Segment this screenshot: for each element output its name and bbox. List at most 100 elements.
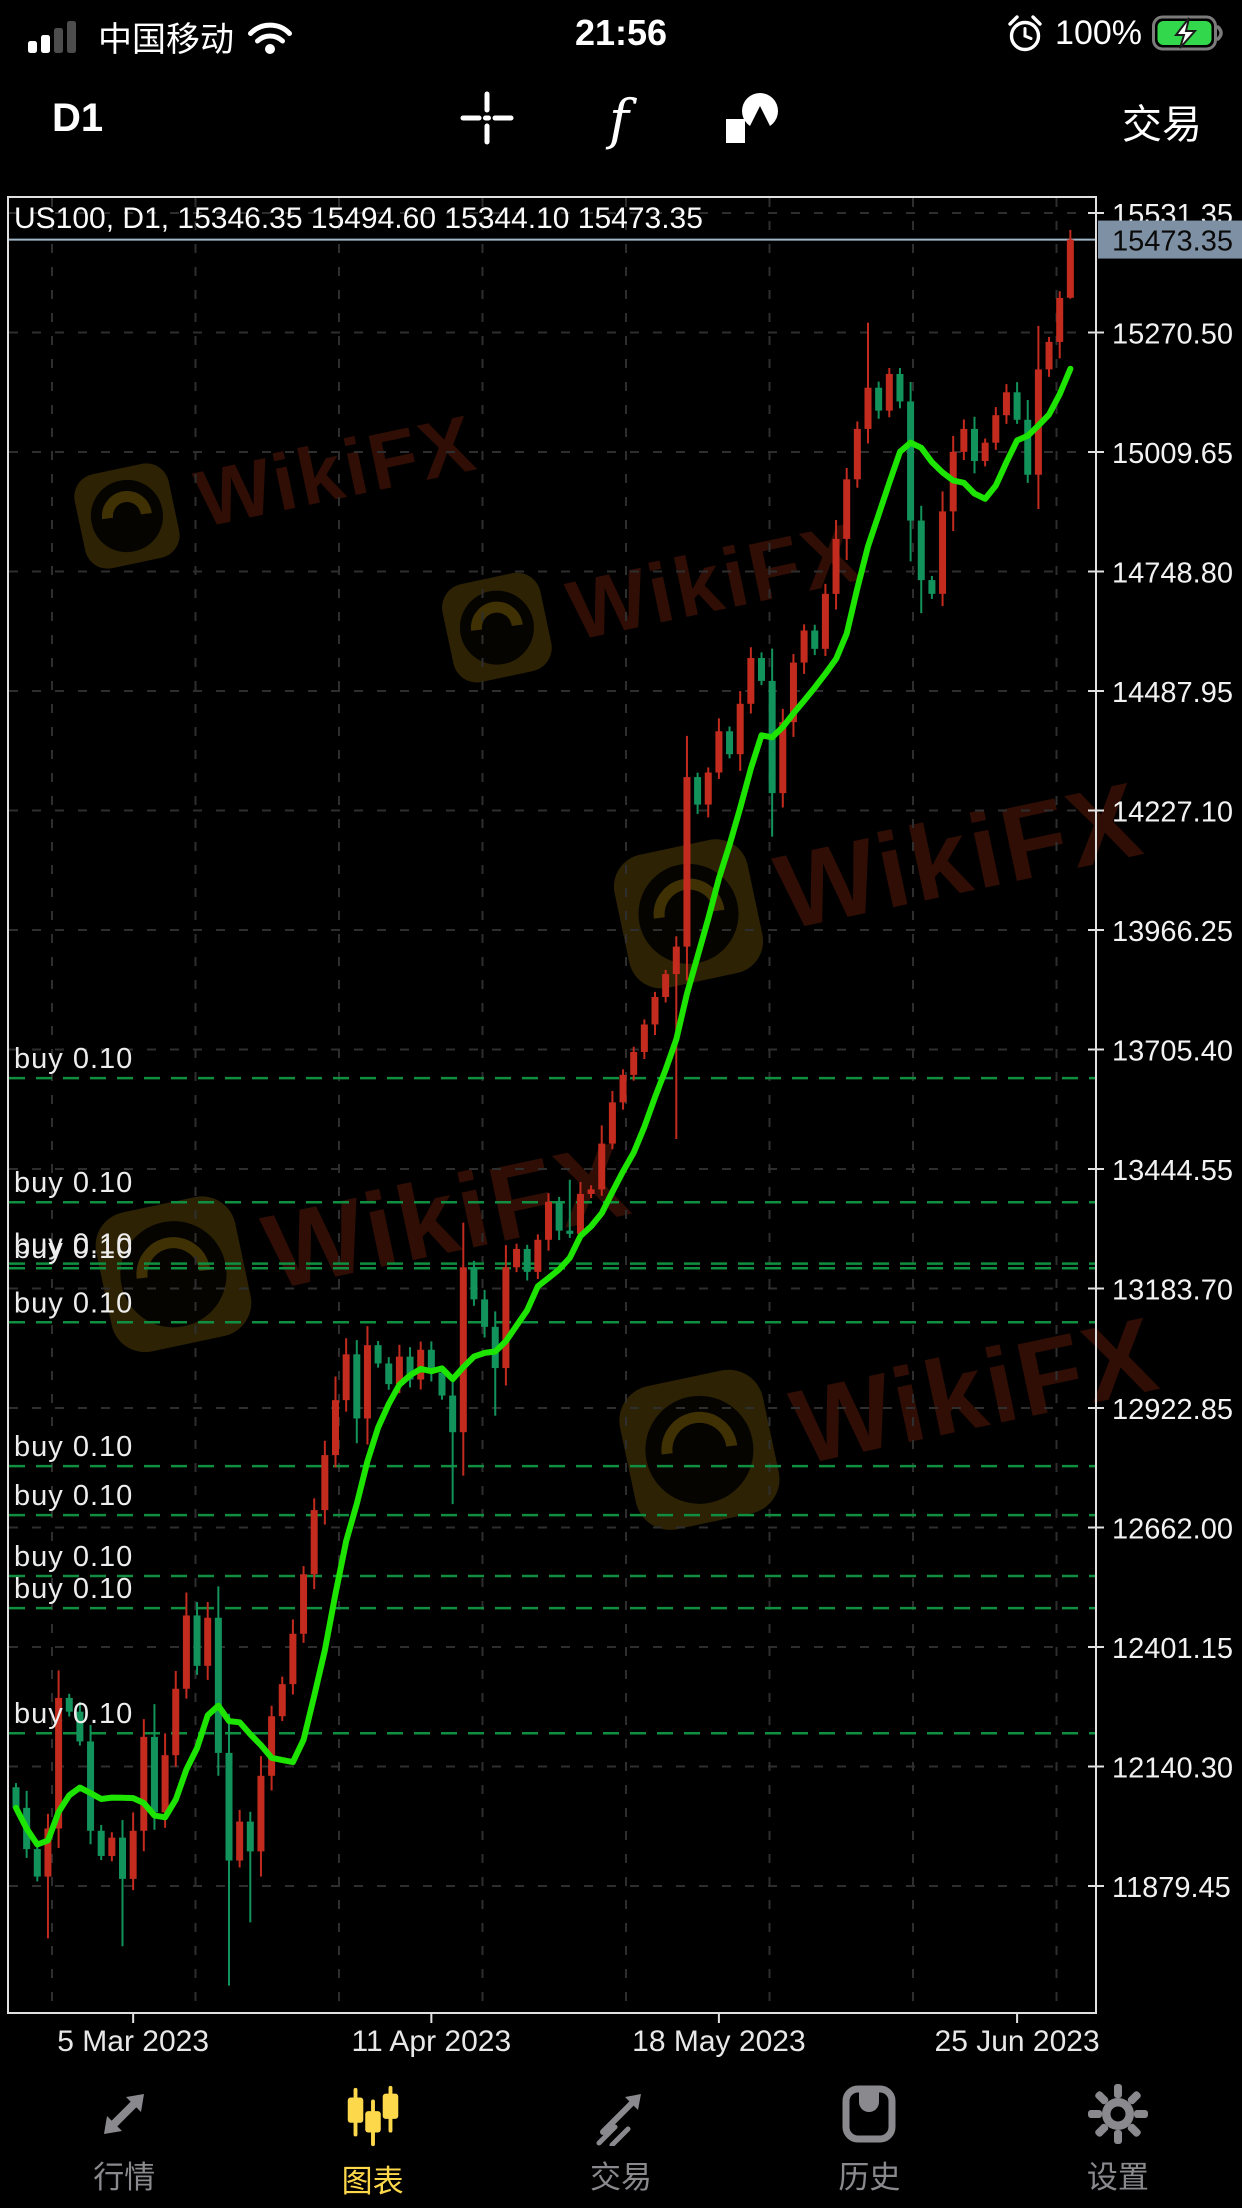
candle-body	[108, 1837, 116, 1856]
candle-body	[640, 1024, 648, 1052]
candle-body	[1002, 392, 1010, 416]
cellular-signal-icon	[28, 20, 76, 53]
quotes-arrows-icon	[104, 2094, 145, 2134]
candle-body	[55, 1697, 63, 1829]
candle-body	[214, 1617, 222, 1753]
candle-body	[246, 1821, 254, 1852]
candle-body	[193, 1615, 201, 1666]
status-bar: 中国移动 21:56 100%	[0, 0, 1242, 64]
candle-body	[129, 1830, 137, 1879]
candle-body	[726, 731, 734, 755]
price-axis-label: 12662.00	[1112, 1514, 1233, 1546]
candlestick-chart-icon	[347, 2085, 398, 2147]
price-axis-label: 13183.70	[1112, 1275, 1233, 1307]
tab-trade[interactable]: 交易	[497, 2076, 745, 2208]
buy-order-label[interactable]: buy 0.10	[14, 1229, 133, 1261]
candle-body	[97, 1830, 105, 1856]
candle-body	[172, 1688, 180, 1756]
candle-body	[555, 1201, 563, 1231]
candle-body	[843, 479, 851, 539]
chart-toolbar: D1 f 交	[0, 64, 1242, 194]
clock: 21:56	[574, 12, 668, 53]
candle-body	[971, 428, 978, 462]
price-axis-label: 13705.40	[1112, 1036, 1233, 1068]
candle-body	[981, 442, 989, 462]
crosshair-icon	[460, 91, 514, 145]
candle-body	[534, 1239, 542, 1272]
candle-body	[630, 1051, 638, 1075]
candle-body	[907, 401, 915, 521]
buy-order-label[interactable]: buy 0.10	[14, 1233, 133, 1265]
candle-body	[992, 415, 1000, 443]
battery-percent: 100%	[1055, 13, 1142, 52]
tab-label: 行情	[93, 2160, 156, 2195]
price-axis-label: 12140.30	[1112, 1753, 1233, 1785]
price-axis-label: 15009.65	[1112, 438, 1233, 470]
candle-body	[182, 1615, 190, 1689]
candle-body	[289, 1633, 297, 1685]
tab-settings[interactable]: 设置	[994, 2076, 1242, 2208]
candle-body	[779, 722, 787, 794]
buy-order-label[interactable]: buy 0.10	[14, 1573, 133, 1605]
candle-body	[811, 630, 819, 649]
candle-body	[736, 703, 744, 755]
buy-order-label[interactable]: buy 0.10	[14, 1698, 133, 1730]
buy-order-label[interactable]: buy 0.10	[14, 1043, 133, 1075]
tab-charts[interactable]: 图表	[248, 2076, 496, 2208]
candle-body	[672, 946, 680, 975]
candle-body	[832, 538, 840, 594]
candle-body	[236, 1821, 244, 1861]
candle-body	[960, 428, 968, 452]
candle-body	[140, 1736, 148, 1831]
candle-body	[917, 520, 925, 581]
grid	[9, 198, 1095, 2011]
buy-order-label[interactable]: buy 0.10	[14, 1167, 133, 1199]
tab-label: 交易	[590, 2160, 653, 2195]
candle-body	[1045, 341, 1053, 370]
candle-body	[481, 1299, 489, 1327]
timeframe-button[interactable]: D1	[52, 96, 104, 140]
buy-order-label[interactable]: buy 0.10	[14, 1541, 133, 1573]
candle-body	[1056, 297, 1064, 342]
candle-body	[300, 1574, 308, 1634]
candle-body	[427, 1349, 435, 1373]
battery-charging-icon	[1152, 15, 1223, 51]
candle-body	[119, 1837, 126, 1879]
indicators-button[interactable]: f	[609, 89, 629, 150]
buy-order-label[interactable]: buy 0.10	[14, 1287, 133, 1319]
settings-gear-icon	[1087, 2084, 1148, 2144]
price-axis-label: 14748.80	[1112, 558, 1233, 590]
current-price-label-bg	[1098, 220, 1242, 259]
crosshair-button[interactable]	[455, 86, 519, 153]
candle-body	[545, 1201, 552, 1240]
candle-body	[651, 996, 659, 1025]
candle-body	[417, 1349, 425, 1380]
trade-button[interactable]: 交易	[1122, 92, 1202, 150]
candle-body	[470, 1267, 478, 1300]
candle-body	[33, 1849, 41, 1877]
candle-body	[939, 511, 947, 594]
candle-body	[576, 1193, 584, 1234]
candle-body	[598, 1143, 606, 1190]
candle-body	[310, 1510, 318, 1575]
candle-body	[87, 1741, 95, 1831]
tab-label: 图表	[341, 2164, 404, 2199]
candle-body	[459, 1267, 467, 1433]
buy-order-label[interactable]: buy 0.10	[14, 1431, 133, 1463]
candle-body	[747, 657, 755, 704]
candle-body	[683, 777, 691, 947]
candle-body	[204, 1617, 212, 1666]
tab-label: 历史	[838, 2160, 901, 2195]
objects-button[interactable]	[719, 86, 785, 153]
price-axis: 15531.3515270.5015009.6514748.8014487.95…	[1088, 199, 1242, 1904]
history-icon	[842, 2085, 896, 2143]
candle-body	[342, 1354, 350, 1401]
buy-order-label[interactable]: buy 0.10	[14, 1480, 133, 1512]
date-axis-label: 11 Apr 2023	[352, 2025, 512, 2058]
candle-body	[704, 772, 712, 805]
tab-quotes[interactable]: 行情	[0, 2076, 248, 2208]
carrier-label: 中国移动	[98, 21, 234, 59]
tab-history[interactable]: 历史	[745, 2076, 993, 2208]
candlestick-chart[interactable]: 15531.3515270.5015009.6514748.8014487.95…	[0, 196, 1242, 2064]
